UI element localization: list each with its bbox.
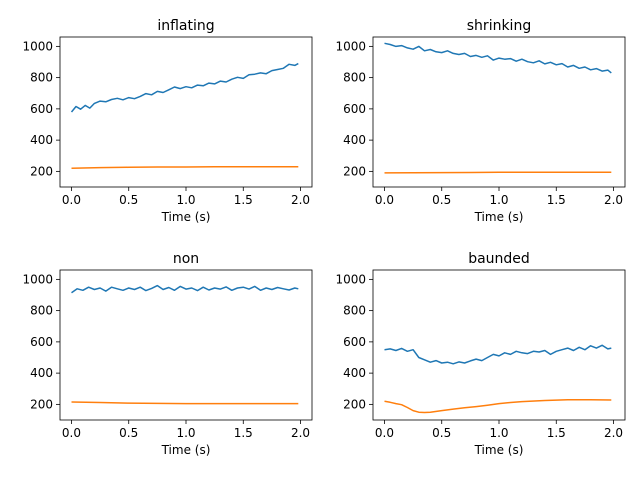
y-tick-label: 600 (343, 102, 366, 116)
subplot-3: non 0.0 0.5 1.0 1.5 2.0 200 400 600 800 1000 Time (… (22, 251, 313, 457)
x-tick-label: 1.5 (234, 193, 253, 207)
x-tick-label: 0.0 (375, 193, 394, 207)
y-tick-label: 200 (30, 164, 53, 178)
series-line-1 (384, 42, 612, 74)
x-tick-label: 0.0 (62, 426, 81, 440)
series-line-1 (70, 62, 299, 113)
y-tick-label: 400 (343, 133, 366, 147)
axes-frame (372, 269, 626, 421)
x-tick-label: 1.0 (489, 193, 508, 207)
y-tick-label: 1000 (335, 39, 366, 53)
y-tick-label: 800 (30, 304, 53, 318)
subplot-title: baunded (468, 251, 530, 267)
x-tick-label: 0.0 (375, 426, 394, 440)
x-tick-label: 1.5 (547, 193, 566, 207)
axes-frame (59, 36, 313, 188)
y-tick-label: 400 (343, 366, 366, 380)
y-tick-label: 800 (343, 304, 366, 318)
x-tick-label: 0.5 (432, 426, 451, 440)
x-tick-label: 0.5 (119, 426, 138, 440)
x-tick-label: 2.0 (604, 426, 623, 440)
x-tick-label: 1.0 (489, 426, 508, 440)
y-tick-label: 200 (30, 397, 53, 411)
subplot-1: inflating 0.0 0.5 1.0 1.5 2.0 200 400 600 800 1000… (22, 18, 313, 224)
y-tick-label: 1000 (22, 272, 53, 286)
subplot-4: baunded 0.0 0.5 1.0 1.5 2.0 200 400 600 800 1000 Ti… (335, 251, 626, 457)
x-tick-label: 2.0 (291, 193, 310, 207)
series-line-2 (71, 401, 299, 405)
x-tick-label: 1.5 (234, 426, 253, 440)
series-line-1 (71, 284, 299, 294)
y-tick-label: 400 (30, 133, 53, 147)
series-line-2 (384, 398, 612, 414)
x-axis-label: Time (s) (474, 210, 524, 224)
x-tick-label: 1.5 (547, 426, 566, 440)
y-tick-label: 600 (343, 335, 366, 349)
x-axis-label: Time (s) (161, 443, 211, 457)
x-tick-label: 2.0 (604, 193, 623, 207)
x-axis-label: Time (s) (474, 443, 524, 457)
series-line-1 (384, 344, 612, 365)
subplot-2: shrinking 0.0 0.5 1.0 1.5 2.0 200 400 600 800 1000… (335, 18, 626, 224)
x-tick-label: 2.0 (291, 426, 310, 440)
y-tick-label: 800 (343, 71, 366, 85)
x-axis-label: Time (s) (161, 210, 211, 224)
axes-frame (59, 269, 313, 421)
subplot-title: inflating (157, 18, 214, 34)
x-tick-label: 0.5 (432, 193, 451, 207)
subplot-title: shrinking (467, 18, 531, 34)
y-tick-label: 200 (343, 164, 366, 178)
y-tick-label: 600 (30, 102, 53, 116)
y-tick-label: 800 (30, 71, 53, 85)
series-line-2 (384, 171, 612, 174)
series-line-2 (71, 165, 299, 170)
x-tick-label: 0.0 (62, 193, 81, 207)
subplot-title: non (173, 251, 199, 267)
y-tick-label: 600 (30, 335, 53, 349)
y-tick-label: 1000 (22, 39, 53, 53)
x-tick-label: 1.0 (176, 426, 195, 440)
axes-frame (372, 36, 626, 188)
x-tick-label: 1.0 (176, 193, 195, 207)
x-tick-label: 0.5 (119, 193, 138, 207)
y-tick-label: 400 (30, 366, 53, 380)
y-tick-label: 200 (343, 397, 366, 411)
y-tick-label: 1000 (335, 272, 366, 286)
